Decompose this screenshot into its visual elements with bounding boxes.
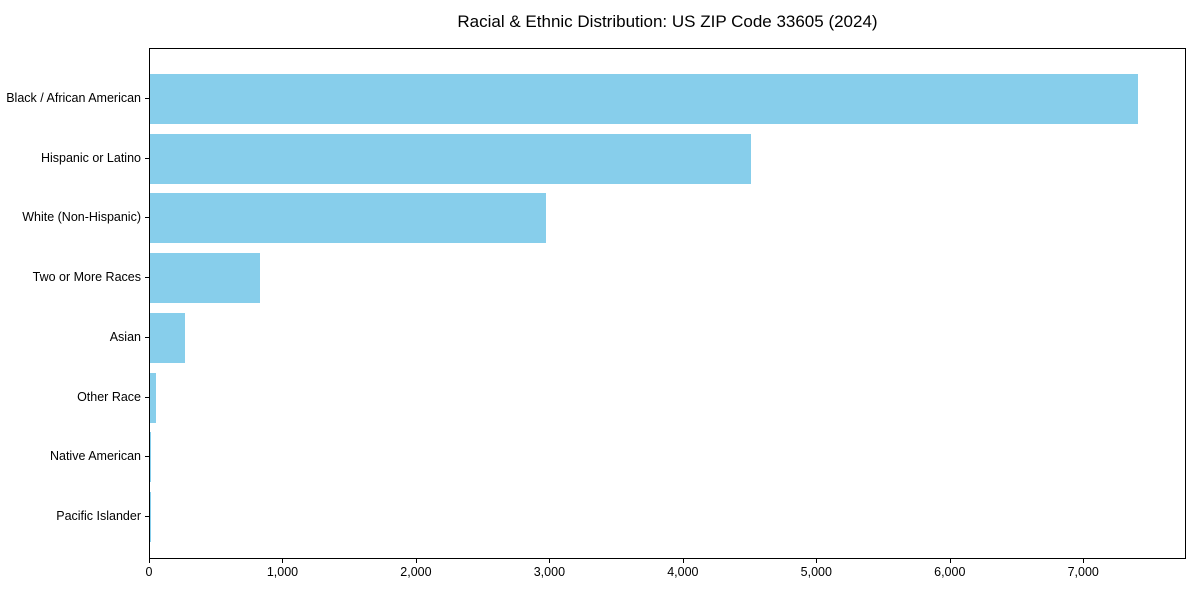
y-tick-label-other-race: Other Race: [77, 389, 141, 404]
plot-area: [149, 48, 1186, 559]
chart-title: Racial & Ethnic Distribution: US ZIP Cod…: [457, 12, 878, 31]
x-tick-mark: [816, 559, 818, 563]
x-tick-label: 6,000: [934, 565, 966, 579]
y-tick-label-black-african-american: Black / African American: [6, 90, 141, 105]
y-tick-label-two-or-more-races: Two or More Races: [32, 269, 141, 284]
y-tick-label-asian: Asian: [109, 329, 141, 344]
y-tick-label-white-non-hispanic: White (Non-Hispanic): [22, 210, 141, 225]
bar-other-race: [150, 372, 156, 423]
y-tick-label-pacific-islander: Pacific Islander: [56, 508, 141, 523]
y-tick-mark: [145, 456, 149, 458]
y-tick-mark: [145, 515, 149, 517]
x-tick-mark: [682, 559, 684, 563]
y-tick-label-native-american: Native American: [49, 448, 141, 463]
x-tick-label: 5,000: [800, 565, 832, 579]
x-tick-mark: [549, 559, 551, 563]
bar-hispanic-or-latino: [150, 133, 752, 184]
y-tick-mark: [145, 396, 149, 398]
x-tick-label: 0: [145, 565, 153, 579]
x-tick-mark: [415, 559, 417, 563]
y-tick-mark: [145, 277, 149, 279]
y-tick-mark: [145, 336, 149, 338]
x-tick-label: 1,000: [266, 565, 299, 579]
y-tick-mark: [145, 98, 149, 99]
x-tick-mark: [1083, 559, 1085, 563]
bar-white-non-hispanic: [150, 193, 546, 244]
bar-two-or-more-races: [150, 253, 261, 304]
bar-native-american: [150, 432, 152, 483]
x-tick-label: 7,000: [1067, 565, 1099, 579]
x-tick-mark: [949, 559, 951, 563]
x-tick-label: 3,000: [533, 565, 566, 579]
x-tick-label: 2,000: [400, 565, 432, 579]
x-tick-label: 4,000: [667, 565, 699, 579]
bar-asian: [150, 312, 185, 363]
y-tick-label-hispanic-or-latino: Hispanic or Latino: [40, 150, 141, 165]
x-tick-mark: [149, 559, 150, 563]
y-tick-mark: [145, 157, 149, 159]
x-tick-mark: [282, 559, 284, 563]
bar-black-african-american: [150, 74, 1138, 124]
y-tick-mark: [145, 217, 149, 219]
